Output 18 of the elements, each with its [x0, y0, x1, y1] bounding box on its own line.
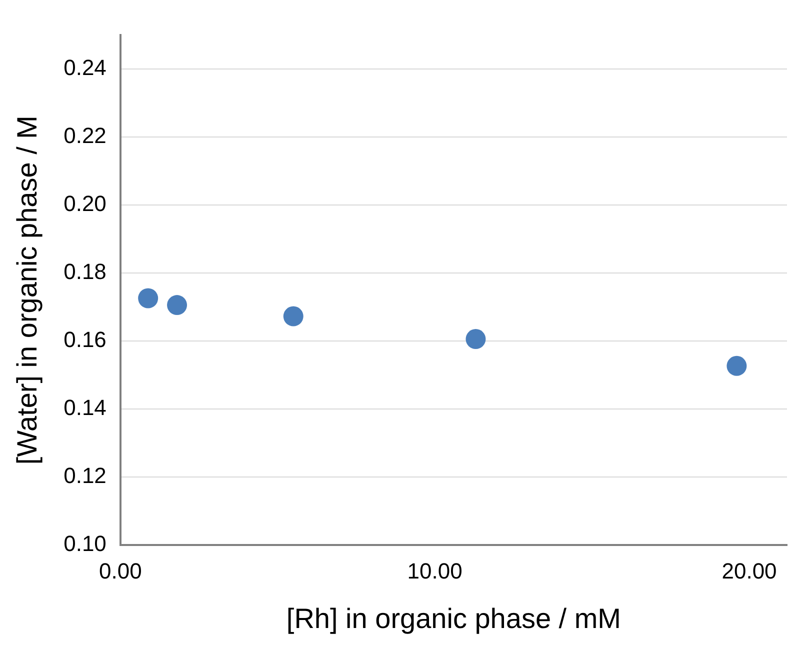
y-tick-label: 0.24 — [64, 55, 106, 80]
y-axis-title: [Water] in organic phase / M — [12, 116, 43, 465]
y-tick-label: 0.12 — [64, 463, 106, 488]
x-tick-label: 0.00 — [99, 558, 142, 584]
y-tick-label: 0.14 — [64, 395, 106, 420]
y-tick-label: 0.20 — [64, 191, 106, 216]
point — [138, 288, 158, 308]
x-axis-title: [Rh] in organic phase / mM — [286, 602, 622, 634]
point — [283, 306, 304, 326]
point — [726, 356, 747, 376]
point — [466, 329, 486, 350]
y-tick-label: 0.22 — [64, 123, 106, 148]
y-tick-label: 0.16 — [64, 327, 106, 352]
point — [167, 295, 188, 316]
y-tick-label: 0.10 — [64, 531, 106, 556]
y-tick-label: 0.18 — [64, 259, 106, 284]
x-tick-label: 20.00 — [722, 558, 777, 584]
x-tick-label: 10.00 — [407, 558, 462, 584]
